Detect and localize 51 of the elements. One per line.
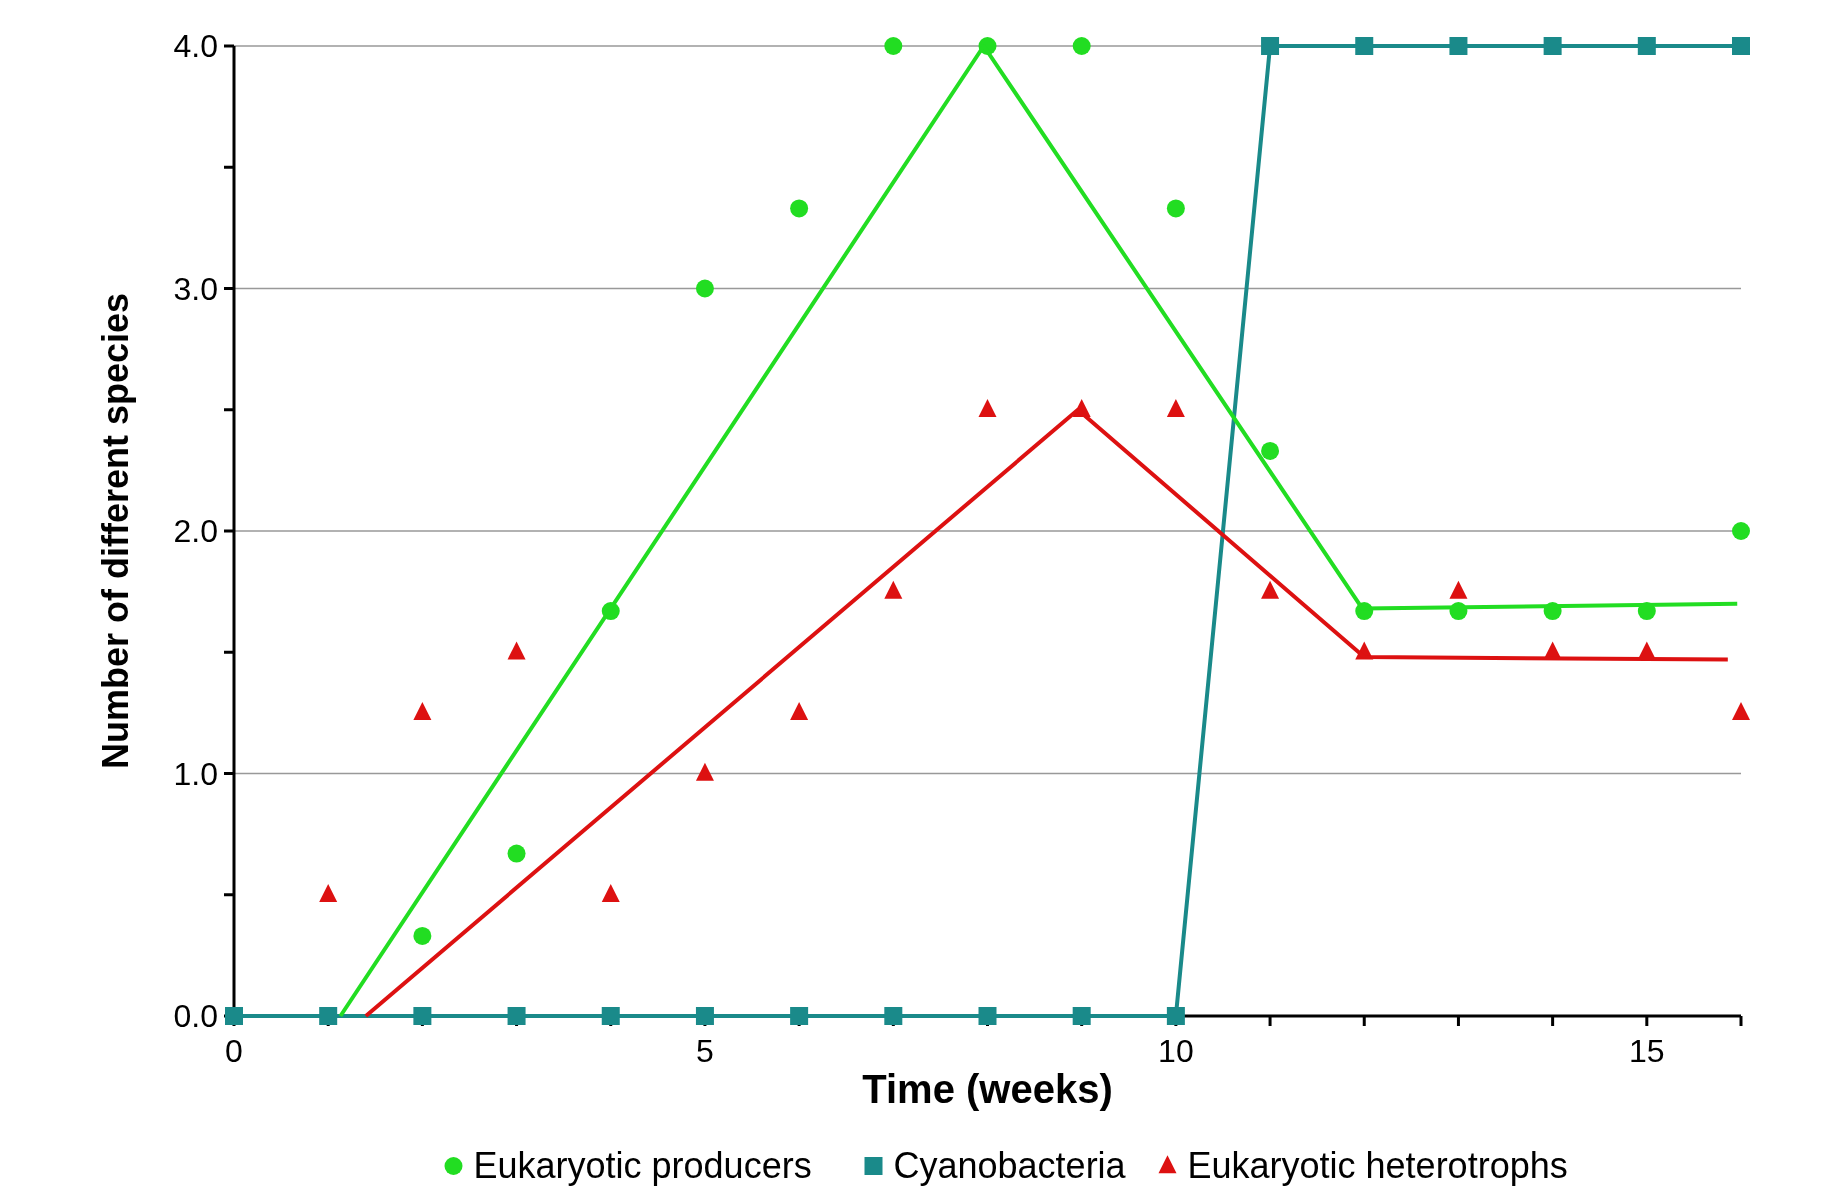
point <box>790 1007 809 1025</box>
legend-label: Cyanobacteria <box>893 1145 1127 1186</box>
point <box>1732 37 1750 55</box>
point <box>1449 580 1468 599</box>
point <box>1449 37 1468 55</box>
point <box>1166 398 1185 417</box>
x-tick-label: 15 <box>1629 1033 1665 1069</box>
point <box>790 199 809 218</box>
point <box>601 1007 620 1025</box>
point <box>507 641 526 660</box>
point <box>884 37 903 55</box>
legend-label: Eukaryotic heterotrophs <box>1187 1145 1568 1186</box>
point <box>319 883 338 902</box>
point <box>695 762 714 781</box>
y-tick-label: 3.0 <box>173 270 218 307</box>
y-tick-label: 2.0 <box>173 513 218 550</box>
x-axis-title: Time (weeks) <box>862 1067 1113 1111</box>
point <box>884 580 903 599</box>
point <box>1637 37 1656 55</box>
point <box>507 1007 526 1025</box>
point <box>1261 580 1280 599</box>
point <box>413 1007 432 1025</box>
point <box>1543 37 1562 55</box>
point <box>790 702 809 721</box>
y-tick-label: 4.0 <box>173 28 218 65</box>
point <box>978 398 997 417</box>
x-tick-label: 0 <box>225 1033 243 1069</box>
point <box>507 844 526 863</box>
x-tick-label: 5 <box>696 1033 714 1069</box>
point <box>1355 37 1374 55</box>
y-axis-title: Number of different species <box>95 292 136 770</box>
point <box>884 1007 903 1025</box>
point <box>1261 441 1280 460</box>
point <box>695 1007 714 1025</box>
point <box>319 1007 338 1025</box>
x-tick-label: 10 <box>1158 1033 1194 1069</box>
point <box>1166 199 1185 218</box>
point <box>413 702 432 721</box>
point <box>1261 37 1280 55</box>
point <box>1072 1007 1091 1025</box>
y-tick-label: 0.0 <box>173 998 218 1035</box>
point <box>695 279 714 298</box>
point <box>601 883 620 902</box>
point <box>1732 702 1750 721</box>
legend-label: Eukaryotic producers <box>473 1145 812 1186</box>
y-tick-label: 1.0 <box>173 755 218 792</box>
point <box>978 1007 997 1025</box>
point <box>1072 37 1091 55</box>
point <box>1166 1007 1185 1025</box>
point <box>413 926 432 945</box>
point <box>1732 522 1750 540</box>
